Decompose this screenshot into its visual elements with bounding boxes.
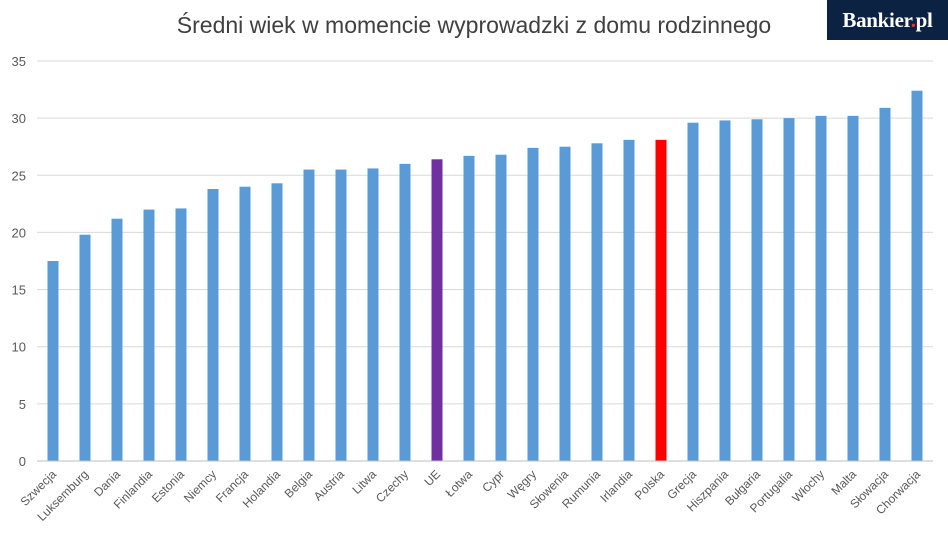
x-tick-label: Belgia [282,467,316,501]
bankier-logo: Bankier.pl [827,0,948,40]
y-tick-label: 15 [12,283,26,298]
x-tick-label: UE [421,467,443,489]
bar [815,115,827,461]
x-tick-label: Austria [311,467,348,504]
bar [847,115,859,461]
bar [335,169,347,462]
bar [879,107,891,461]
y-tick-label: 10 [12,340,26,355]
bar [111,218,123,461]
bar [143,209,155,461]
y-tick-label: 30 [12,111,26,126]
bar [751,119,763,462]
bar [175,208,187,461]
chart-title: Średni wiek w momencie wyprowadzki z dom… [176,12,772,38]
bar [47,261,59,461]
x-tick-label: Czechy [373,467,411,505]
bar [911,90,923,461]
x-tick-label: Włochy [789,467,827,505]
y-tick-label: 35 [12,54,26,69]
logo-brand: Bankier [842,8,911,32]
logo-suffix: pl [915,8,933,32]
y-tick-label: 25 [12,168,26,183]
bar [207,189,219,461]
x-tick-label: Estonia [149,467,187,505]
x-tick-label: Polska [632,467,668,503]
bar [463,155,475,461]
x-tick-label: Irlandia [597,467,635,505]
bar [623,139,635,461]
bar [687,122,699,461]
x-tick-label: Cypr [479,467,507,495]
y-tick-label: 5 [19,397,26,412]
y-tick-label: 20 [12,225,26,240]
bar [367,168,379,461]
bar [495,154,507,461]
bar [559,146,571,461]
bar [303,169,315,462]
bar [527,147,539,461]
bar [239,186,251,461]
bar [79,234,91,461]
bar [591,143,603,462]
bar [431,159,443,462]
bar [655,139,667,461]
bar [783,118,795,462]
x-tick-label: Łotwa [443,467,476,500]
logo-dot: . [910,8,916,32]
bar [719,120,731,461]
bar [271,183,283,462]
y-tick-label: 0 [19,454,26,469]
bar [399,163,411,461]
x-tick-label: Niemcy [181,467,219,505]
